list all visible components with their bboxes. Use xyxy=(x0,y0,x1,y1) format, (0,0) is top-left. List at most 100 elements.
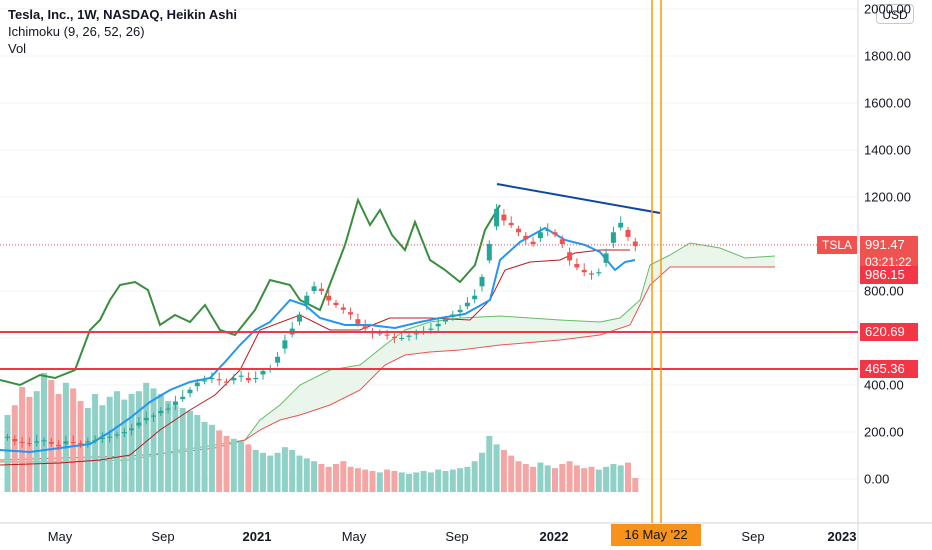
candle-body[interactable] xyxy=(194,382,200,387)
candle-body[interactable] xyxy=(297,314,302,322)
candle-body[interactable] xyxy=(479,276,485,287)
legend-vol[interactable]: Vol xyxy=(8,41,27,56)
candle-body[interactable] xyxy=(486,244,492,261)
candle-body[interactable] xyxy=(537,232,543,239)
candle-body[interactable] xyxy=(70,441,76,443)
candle-body[interactable] xyxy=(99,437,105,440)
candles[interactable] xyxy=(5,204,638,451)
candle-body[interactable] xyxy=(596,272,602,274)
candle-body[interactable] xyxy=(19,441,25,443)
candle-body[interactable] xyxy=(34,441,40,443)
candle-body[interactable] xyxy=(304,295,310,306)
candle-body[interactable] xyxy=(121,432,127,434)
candle-body[interactable] xyxy=(428,328,434,330)
candle-body[interactable] xyxy=(238,375,244,377)
candle-body[interactable] xyxy=(282,340,288,349)
candle-body[interactable] xyxy=(589,273,594,275)
trendline[interactable] xyxy=(496,183,661,214)
candle-body[interactable] xyxy=(172,401,178,405)
candle-body[interactable] xyxy=(545,229,551,232)
candle-body[interactable] xyxy=(552,232,558,235)
candle-body[interactable] xyxy=(180,396,186,400)
candle-body[interactable] xyxy=(501,214,507,221)
candle-body[interactable] xyxy=(581,269,587,273)
candle-body[interactable] xyxy=(41,440,47,442)
currency-button[interactable]: USD xyxy=(876,4,914,24)
candle-body[interactable] xyxy=(399,338,405,339)
candle-body[interactable] xyxy=(5,436,10,438)
candle-body[interactable] xyxy=(26,443,32,445)
candle-body[interactable] xyxy=(413,333,419,335)
candle-body[interactable] xyxy=(253,377,259,380)
candle-body[interactable] xyxy=(632,241,638,247)
candle-body[interactable] xyxy=(340,307,346,310)
candle-body[interactable] xyxy=(618,222,624,228)
volume-bar xyxy=(603,466,610,492)
candle-body[interactable] xyxy=(377,333,383,335)
candle-body[interactable] xyxy=(348,312,354,315)
x-tick-label: Sep xyxy=(151,529,175,544)
candle-body[interactable] xyxy=(129,428,135,431)
candle-body[interactable] xyxy=(114,434,120,436)
candle-body[interactable] xyxy=(260,370,266,375)
candle-body[interactable] xyxy=(523,235,529,240)
candle-body[interactable] xyxy=(530,241,536,244)
candle-body[interactable] xyxy=(78,443,83,445)
candle-body[interactable] xyxy=(311,286,317,291)
candle-body[interactable] xyxy=(245,377,251,381)
candle-body[interactable] xyxy=(56,444,62,447)
candle-body[interactable] xyxy=(559,239,565,244)
candle-body[interactable] xyxy=(508,222,514,226)
candle-body[interactable] xyxy=(12,439,18,442)
candle-body[interactable] xyxy=(406,335,412,337)
candle-body[interactable] xyxy=(603,253,609,263)
candle-body[interactable] xyxy=(165,408,171,410)
candle-body[interactable] xyxy=(574,263,580,268)
candle-body[interactable] xyxy=(143,417,149,421)
candle-body[interactable] xyxy=(151,415,156,417)
candle-body[interactable] xyxy=(224,381,229,383)
volume-bar xyxy=(187,410,193,492)
candle-body[interactable] xyxy=(384,334,390,336)
candle-body[interactable] xyxy=(231,377,237,381)
candle-body[interactable] xyxy=(136,422,142,426)
candle-body[interactable] xyxy=(216,379,222,381)
candle-body[interactable] xyxy=(202,380,208,382)
candle-body[interactable] xyxy=(63,441,69,444)
candle-body[interactable] xyxy=(318,288,324,291)
candle-body[interactable] xyxy=(457,309,463,313)
candle-body[interactable] xyxy=(107,436,113,438)
x-tick-label: Sep xyxy=(741,529,765,544)
legend-title[interactable]: Tesla, Inc., 1W, NASDAQ, Heikin Ashi xyxy=(8,7,237,22)
candle-body[interactable] xyxy=(158,410,164,414)
candle-body[interactable] xyxy=(333,302,339,306)
candle-body[interactable] xyxy=(209,377,215,380)
candle-body[interactable] xyxy=(275,356,281,363)
candle-body[interactable] xyxy=(85,441,91,443)
candle-body[interactable] xyxy=(443,319,448,322)
candle-body[interactable] xyxy=(516,228,521,233)
candle-body[interactable] xyxy=(355,319,361,324)
symbol-tag: TSLA xyxy=(817,236,857,254)
candle-body[interactable] xyxy=(362,326,368,329)
candle-body[interactable] xyxy=(435,323,441,327)
candle-body[interactable] xyxy=(625,229,631,237)
candle-body[interactable] xyxy=(472,295,478,300)
volume-bar xyxy=(347,466,354,492)
x-tick-label: 2022 xyxy=(539,529,569,544)
candle-body[interactable] xyxy=(92,440,98,442)
candle-body[interactable] xyxy=(187,389,193,394)
legend-ichimoku[interactable]: Ichimoku (9, 26, 52, 26) xyxy=(8,24,145,39)
candle-body[interactable] xyxy=(450,314,456,317)
candle-body[interactable] xyxy=(494,208,500,227)
volume-bar xyxy=(500,450,507,492)
volume-bar xyxy=(84,408,91,492)
candle-body[interactable] xyxy=(391,336,397,338)
volume-bar xyxy=(413,472,420,492)
candle-body[interactable] xyxy=(464,302,470,307)
candle-body[interactable] xyxy=(567,252,573,261)
candle-body[interactable] xyxy=(48,441,54,444)
candle-body[interactable] xyxy=(326,295,332,301)
candle-body[interactable] xyxy=(610,232,616,243)
